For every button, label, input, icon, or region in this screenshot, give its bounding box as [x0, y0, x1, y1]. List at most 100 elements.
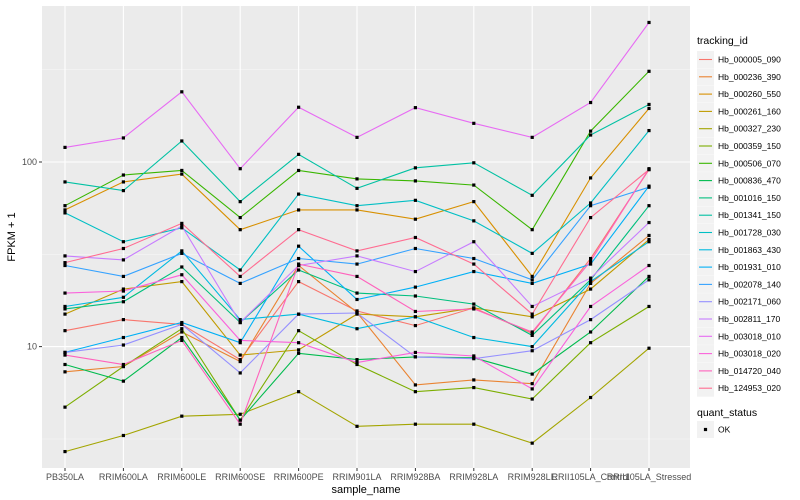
y-axis-title: FPKM + 1	[6, 212, 18, 261]
legend-label: Hb_003018_020	[718, 349, 781, 359]
legend-tracking-id: tracking_id Hb_000005_090 Hb_000236_390 Hb…	[697, 35, 781, 397]
data-point	[121, 180, 125, 184]
data-point	[63, 261, 67, 265]
data-point	[530, 397, 534, 401]
grid-major-y	[42, 161, 690, 348]
data-point	[180, 224, 184, 228]
data-point	[355, 297, 359, 302]
data-point	[355, 177, 359, 181]
legend-label: Hb_000260_550	[718, 89, 781, 99]
data-point	[238, 371, 242, 375]
legend-label: Hb_001341_150	[718, 210, 781, 220]
data-point	[530, 135, 534, 139]
data-point	[121, 173, 125, 177]
data-point	[355, 135, 359, 139]
data-point	[121, 364, 125, 369]
data-point	[297, 168, 301, 173]
data-point	[355, 254, 359, 258]
data-point	[63, 350, 67, 355]
data-point	[238, 353, 242, 357]
data-point	[121, 295, 125, 299]
data-point	[472, 240, 476, 244]
data-point	[530, 304, 534, 309]
data-point	[472, 422, 476, 426]
data-point	[180, 265, 184, 269]
data-point	[647, 278, 651, 282]
data-point	[297, 152, 301, 156]
data-point	[297, 228, 301, 232]
data-point	[63, 204, 67, 208]
data-point	[180, 327, 184, 331]
grid-minor-y	[42, 69, 690, 440]
data-point	[647, 240, 651, 244]
data-point	[297, 348, 301, 352]
data-point	[589, 395, 593, 400]
data-point	[297, 279, 301, 284]
data-point	[413, 179, 417, 183]
data-point	[472, 121, 476, 125]
data-point	[121, 362, 125, 367]
y-axis: 10 100	[22, 157, 42, 352]
data-point	[355, 424, 359, 428]
data-point	[647, 220, 651, 225]
legend-label: Hb_003018_010	[718, 331, 781, 341]
data-point	[180, 251, 184, 255]
data-point	[297, 256, 301, 261]
data-point	[63, 180, 67, 184]
data-point	[238, 167, 242, 171]
data-point	[238, 358, 242, 362]
x-tick-label: RRIM928BA	[390, 472, 440, 482]
legend-label: Hb_002078_140	[718, 279, 781, 289]
plot-panel	[42, 6, 690, 468]
data-point	[63, 145, 67, 149]
data-point	[121, 318, 125, 322]
data-point	[413, 285, 417, 289]
data-point	[413, 166, 417, 170]
data-point	[472, 219, 476, 223]
data-point	[413, 315, 417, 319]
data-point	[472, 302, 476, 306]
data-point	[238, 200, 242, 204]
legend-shape-marker	[703, 427, 708, 432]
data-point	[530, 281, 534, 285]
data-point	[530, 228, 534, 232]
data-point	[472, 200, 476, 204]
x-tick-label: RRIM600LA	[99, 472, 148, 482]
data-point	[413, 235, 417, 240]
data-point	[589, 330, 593, 334]
data-point	[180, 172, 184, 176]
legend-label: Hb_001728_030	[718, 228, 781, 238]
data-point	[647, 20, 651, 25]
data-point	[413, 269, 417, 274]
x-tick-label: RRIM928LE	[508, 472, 557, 482]
data-point	[297, 208, 301, 212]
data-point	[63, 312, 67, 316]
data-point	[355, 362, 359, 367]
data-point	[530, 372, 534, 376]
data-point	[180, 322, 184, 326]
data-point	[238, 215, 242, 220]
data-point	[355, 204, 359, 208]
x-tick-label: RRII105LA_Stressed	[607, 472, 692, 482]
data-point	[63, 263, 67, 268]
data-point	[472, 262, 476, 266]
data-point	[472, 307, 476, 311]
data-point	[530, 251, 534, 255]
data-point	[121, 189, 125, 193]
data-point	[63, 370, 67, 374]
data-point	[355, 208, 359, 212]
legend-label: Hb_014720_040	[718, 366, 781, 376]
data-point	[238, 320, 242, 325]
data-point	[121, 136, 125, 140]
data-point	[63, 405, 67, 409]
data-point	[297, 244, 301, 248]
data-point	[180, 226, 184, 230]
data-point	[647, 346, 651, 350]
data-point	[647, 263, 651, 268]
x-tick-label: RRIM600PE	[274, 472, 324, 482]
data-point	[238, 274, 242, 279]
y-tick-label: 10	[27, 342, 37, 352]
legend-label: Hb_000236_390	[718, 72, 781, 82]
data-point	[589, 215, 593, 220]
